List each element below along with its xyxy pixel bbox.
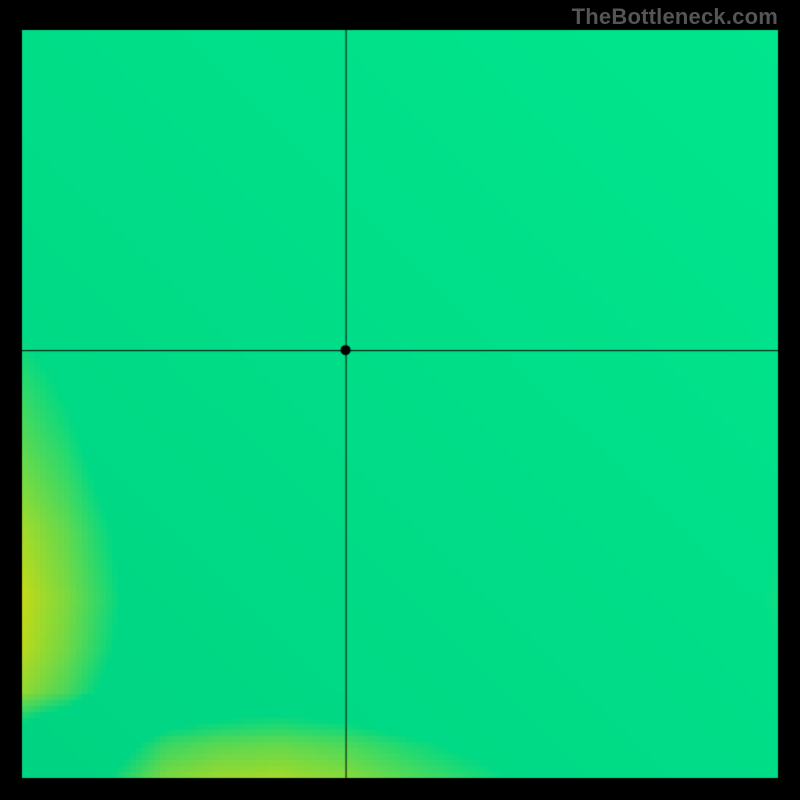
heatmap-canvas bbox=[0, 0, 800, 800]
watermark-text: TheBottleneck.com bbox=[572, 4, 778, 30]
